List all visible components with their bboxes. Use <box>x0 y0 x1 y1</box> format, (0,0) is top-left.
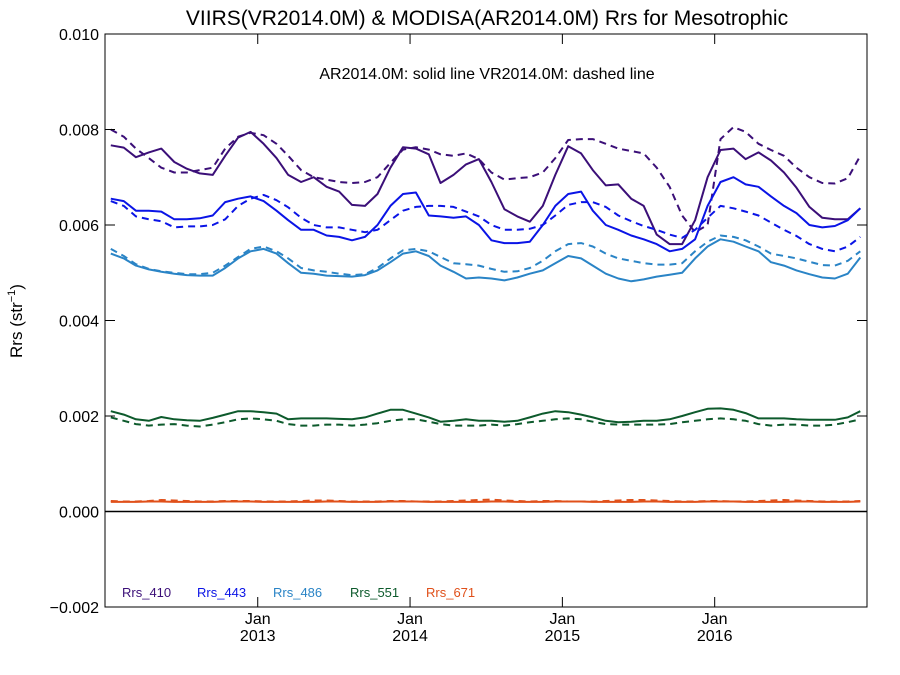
y-tick-label: 0.008 <box>59 123 99 140</box>
x-tick-month: Jan <box>397 611 423 628</box>
legend: Rrs_410 Rrs_443 Rrs_486 Rrs_551 Rrs_671 <box>122 585 475 600</box>
y-tick-label: 0.000 <box>59 505 99 522</box>
y-axis-title-text: Rrs (str <box>7 302 26 358</box>
y-axis-title: Rrs (str−1) <box>6 284 26 358</box>
y-tick-label: 0.002 <box>59 409 99 426</box>
series-line-rrs-410-solid <box>110 130 861 246</box>
x-tick-month: Jan <box>245 611 271 628</box>
y-tick-label: 0.004 <box>59 314 99 331</box>
series-line-rrs-443-dashed <box>110 193 861 253</box>
series-line-rrs-551-dashed <box>110 416 861 428</box>
series-line-rrs-443-solid <box>110 176 861 253</box>
series-line-rrs-486-dashed <box>110 234 861 277</box>
series-line-rrs-410-dashed <box>110 126 862 234</box>
y-tick-label: 0.006 <box>59 218 99 235</box>
chart-subtitle: AR2014.0M: solid line VR2014.0M: dashed … <box>319 66 654 83</box>
x-tick-year: 2015 <box>545 628 581 645</box>
series-layer <box>110 126 862 503</box>
x-tick-year: 2013 <box>240 628 276 645</box>
y-tick-label: −0.002 <box>50 600 99 617</box>
chart-title: VIIRS(VR2014.0M) & MODISA(AR2014.0M) Rrs… <box>186 7 788 30</box>
legend-item-rrs-486: Rrs_486 <box>273 585 322 600</box>
x-tick-year: 2016 <box>697 628 733 645</box>
y-axis-title-close: ) <box>7 284 26 290</box>
series-line-rrs-671-dashed <box>110 498 861 503</box>
y-tick-label: 0.010 <box>59 27 99 44</box>
x-tick-month: Jan <box>702 611 728 628</box>
legend-item-rrs-410: Rrs_410 <box>122 585 171 600</box>
y-axis: −0.002 0.000 0.002 0.004 0.006 0.008 0.010 <box>50 27 867 617</box>
x-tick-year: 2014 <box>392 628 428 645</box>
legend-item-rrs-443: Rrs_443 <box>197 585 246 600</box>
legend-item-rrs-551: Rrs_551 <box>350 585 399 600</box>
y-axis-title-exponent: −1 <box>6 290 18 303</box>
plot-frame <box>104 33 868 608</box>
legend-item-rrs-671: Rrs_671 <box>426 585 475 600</box>
x-tick-month: Jan <box>549 611 575 628</box>
series-line-rrs-551-solid <box>110 407 861 424</box>
series-line-rrs-486-solid <box>110 238 862 283</box>
